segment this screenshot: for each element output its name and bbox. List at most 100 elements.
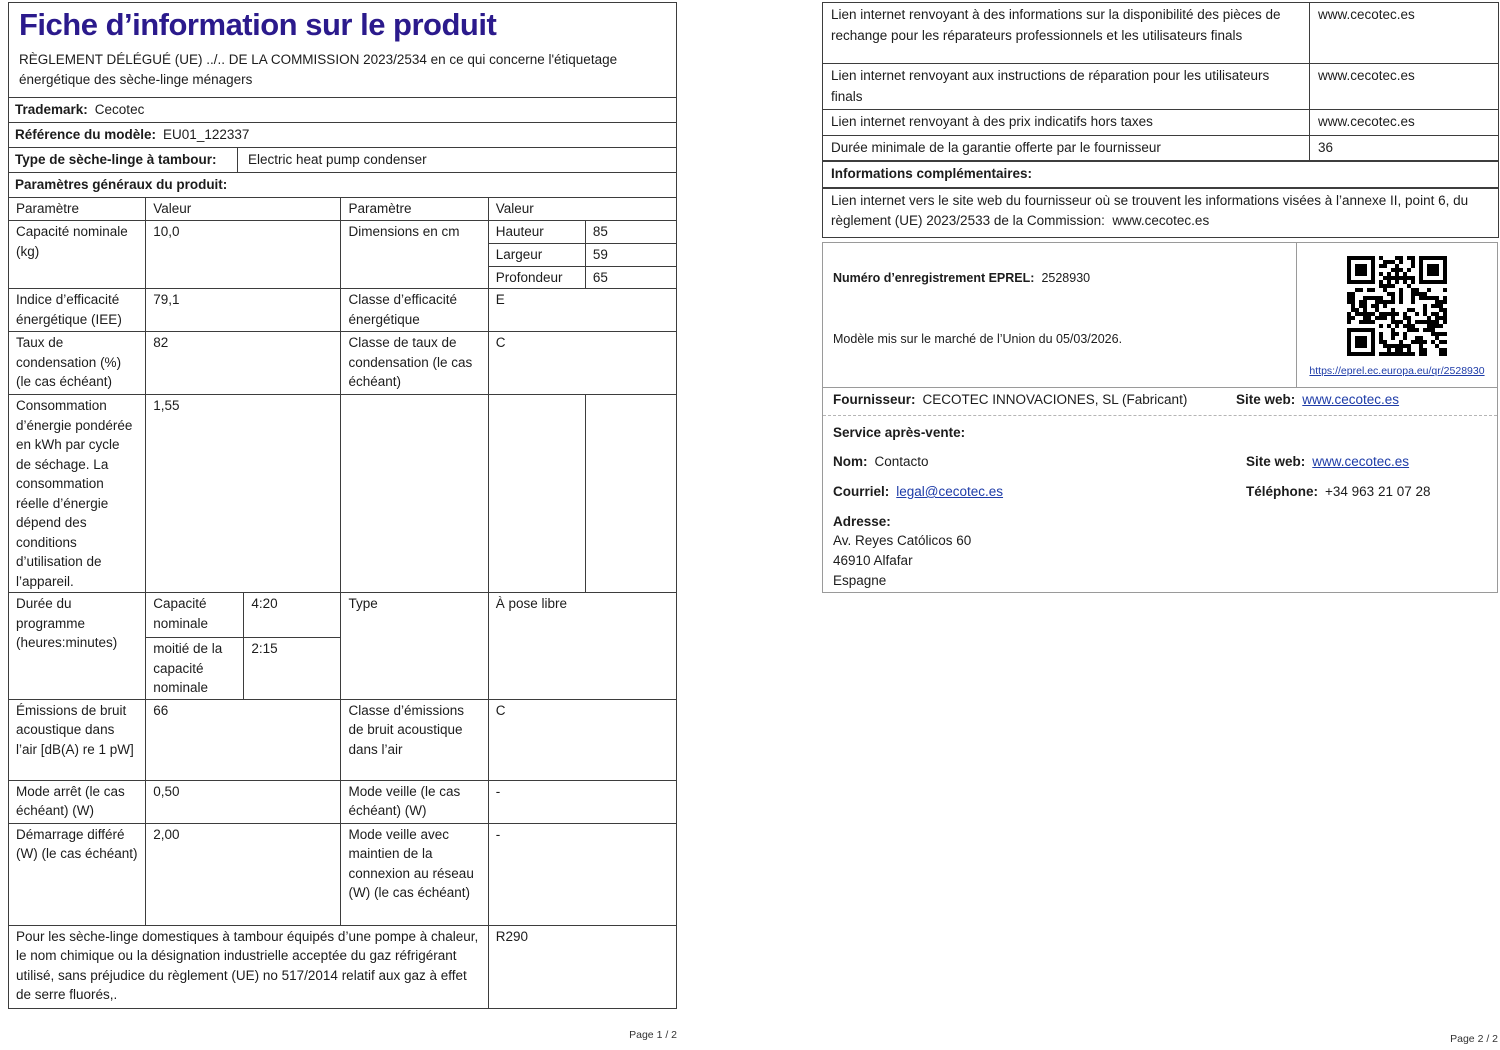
width-label-cell: Largeur	[487, 243, 586, 267]
standby-value-cell: -	[487, 779, 678, 824]
duration-half-value-cell: 2:15	[243, 637, 342, 700]
after-sales-section: Service après-vente: Nom: Contacto Site w…	[823, 416, 1497, 591]
supplier-details-box: Numéro d’enregistrement EPREL: 2528930 Mo…	[822, 242, 1498, 593]
table-row: Durée minimale de la garantie offerte pa…	[822, 134, 1499, 162]
depth-value-cell: 65	[584, 265, 678, 289]
supplier-value: CECOTEC INNOVACIONES, SL (Fabricant)	[922, 392, 1188, 407]
duration-rated-value-cell: 4:20	[243, 592, 342, 638]
phone-value: +34 963 21 07 28	[1325, 484, 1431, 499]
energy-label-cell: Consommation d’énergie pondérée en kWh p…	[7, 394, 147, 593]
empty-cell	[340, 394, 489, 593]
install-type-value-cell: À pose libre	[487, 592, 678, 700]
market-placement-text: Modèle mis sur le marché de l’Union du 0…	[833, 332, 1123, 346]
delay-start-label-cell: Démarrage différé (W) (le cas échéant)	[7, 822, 147, 926]
refrigerant-label-cell: Pour les sèche-linge domestiques à tambo…	[8, 924, 489, 1009]
product-fiche-page-1: Fiche d’information sur le produit RÈGLE…	[7, 2, 678, 1009]
capacity-value-cell: 10,0	[145, 220, 342, 289]
supplier-website: Site web: www.cecotec.es	[1236, 392, 1399, 407]
service-name-row: Nom: Contacto Site web: www.cecotec.es	[833, 453, 1487, 471]
header-parametre-2: Paramètre	[340, 197, 489, 221]
table-row: Lien internet renvoyant aux instructions…	[822, 63, 1499, 110]
site-web-label: Site web:	[1246, 454, 1306, 469]
noise-label-cell: Émissions de bruit acoustique dans l’air…	[7, 698, 147, 781]
condensation-label-cell: Taux de condensation (%) (le cas échéant…	[7, 331, 147, 395]
name-label: Nom:	[833, 454, 868, 469]
network-standby-value-cell: -	[487, 822, 678, 926]
after-sales-header: Service après-vente:	[833, 425, 966, 440]
capacity-label-cell: Capacité nominale (kg)	[7, 220, 147, 289]
qr-code	[1347, 256, 1447, 356]
eprel-registration-line: Numéro d’enregistrement EPREL: 2528930	[833, 270, 1286, 287]
dryer-type-label: Type de sèche-linge à tambour:	[9, 148, 238, 172]
address-line-3: Espagne	[833, 573, 887, 588]
links-table: Lien internet renvoyant à des informatio…	[822, 2, 1499, 238]
site-web-label: Site web:	[1236, 392, 1296, 407]
general-parameters-header: Paramètres généraux du produit:	[8, 172, 677, 198]
table-row: Capacité nominale (kg) 10,0 Dimensions e…	[7, 220, 678, 289]
off-mode-value-cell: 0,50	[145, 779, 342, 824]
noise-value-cell: 66	[145, 698, 342, 781]
warranty-duration-label: Durée minimale de la garantie offerte pa…	[822, 134, 1310, 162]
eprel-qr-link[interactable]: https://eprel.ec.europa.eu/qr/2528930	[1309, 365, 1485, 377]
trademark-row: Trademark: Cecotec	[8, 97, 677, 123]
header-parametre-1: Paramètre	[7, 197, 147, 221]
duration-rated-label-cell: Capacité nominale	[145, 592, 245, 638]
off-mode-label-cell: Mode arrêt (le cas échéant) (W)	[7, 779, 147, 824]
page-title: Fiche d’information sur le produit	[19, 7, 497, 42]
depth-label-cell: Profondeur	[487, 265, 586, 289]
eei-label-cell: Indice d’efficacité énergétique (IEE)	[7, 288, 147, 332]
supplier-website-info-label: Lien internet vers le site web du fourni…	[831, 192, 1469, 229]
regulation-subtitle: RÈGLEMENT DÉLÉGUÉ (UE) ../.. DE LA COMMI…	[19, 52, 618, 87]
table-row: Mode arrêt (le cas échéant) (W) 0,50 Mod…	[7, 779, 678, 824]
delay-start-value-cell: 2,00	[145, 822, 342, 926]
duration-half-label-cell: moitié de la capacité nominale	[145, 637, 245, 700]
model-reference-value: EU01_122337	[163, 127, 250, 142]
email-link[interactable]: legal@cecotec.es	[896, 484, 1004, 499]
duration-label-cell: Durée du programme (heures:minutes)	[7, 592, 147, 700]
eei-class-value-cell: E	[487, 288, 678, 332]
trademark-label: Trademark:	[15, 102, 88, 117]
condensation-class-value-cell: C	[487, 331, 678, 395]
qr-cell: https://eprel.ec.europa.eu/qr/2528930	[1296, 243, 1497, 387]
name-value: Contacto	[874, 454, 929, 469]
address-line-1: Av. Reyes Católicos 60	[833, 533, 972, 548]
eprel-registration-value: 2528930	[1041, 271, 1091, 285]
table-row: Taux de condensation (%) (le cas échéant…	[7, 331, 678, 395]
table-row: Émissions de bruit acoustique dans l’air…	[7, 698, 678, 781]
install-type-label-cell: Type	[340, 592, 489, 700]
supplier-label: Fournisseur:	[833, 392, 916, 407]
eprel-text-cell: Numéro d’enregistrement EPREL: 2528930 Mo…	[823, 243, 1296, 387]
eei-value-cell: 79,1	[145, 288, 342, 332]
height-label-cell: Hauteur	[487, 220, 586, 244]
service-website-link[interactable]: www.cecotec.es	[1312, 454, 1410, 469]
dryer-type-value: Electric heat pump condenser	[248, 152, 427, 167]
indicative-prices-link-value: www.cecotec.es	[1309, 109, 1499, 136]
address-line-2: 46910 Alfafar	[833, 553, 913, 568]
repair-instructions-link-label: Lien internet renvoyant aux instructions…	[822, 63, 1310, 110]
service-email-row: Courriel: legal@cecotec.es Téléphone: +34 …	[833, 483, 1487, 501]
indicative-prices-link-label: Lien internet renvoyant à des prix indic…	[822, 109, 1310, 136]
table-row: Lien internet renvoyant à des informatio…	[822, 2, 1499, 64]
spare-parts-link-value: www.cecotec.es	[1309, 2, 1499, 64]
header-valeur-1: Valeur	[145, 197, 342, 221]
standby-label-cell: Mode veille (le cas échéant) (W)	[340, 779, 489, 824]
repair-instructions-link-value: www.cecotec.es	[1309, 63, 1499, 110]
empty-cell	[584, 394, 678, 593]
additional-info-header: Informations complémentaires:	[822, 160, 1499, 189]
table-row: Démarrage différé (W) (le cas échéant) 2…	[7, 822, 678, 926]
table-row: Lien internet renvoyant à des prix indic…	[822, 109, 1499, 136]
network-standby-label-cell: Mode veille avec maintien de la connexio…	[340, 822, 489, 926]
supplier-website-link[interactable]: www.cecotec.es	[1302, 392, 1400, 407]
height-value-cell: 85	[584, 220, 678, 244]
page-1-footer: Page 1 / 2	[629, 1029, 677, 1041]
energy-value-cell: 1,55	[145, 394, 342, 593]
refrigerant-value-cell: R290	[487, 924, 678, 1009]
noise-class-label-cell: Classe d’émissions de bruit acoustique d…	[340, 698, 489, 781]
dimensions-label-cell: Dimensions en cm	[340, 220, 489, 289]
email-label: Courriel:	[833, 484, 890, 499]
supplier-row: Fournisseur: CECOTEC INNOVACIONES, SL (Fa…	[823, 388, 1497, 416]
table-row: Informations complémentaires:	[822, 160, 1499, 189]
warranty-duration-value: 36	[1309, 134, 1499, 162]
service-phone: Téléphone: +34 963 21 07 28	[1246, 483, 1431, 501]
eprel-section: Numéro d’enregistrement EPREL: 2528930 Mo…	[823, 243, 1497, 388]
